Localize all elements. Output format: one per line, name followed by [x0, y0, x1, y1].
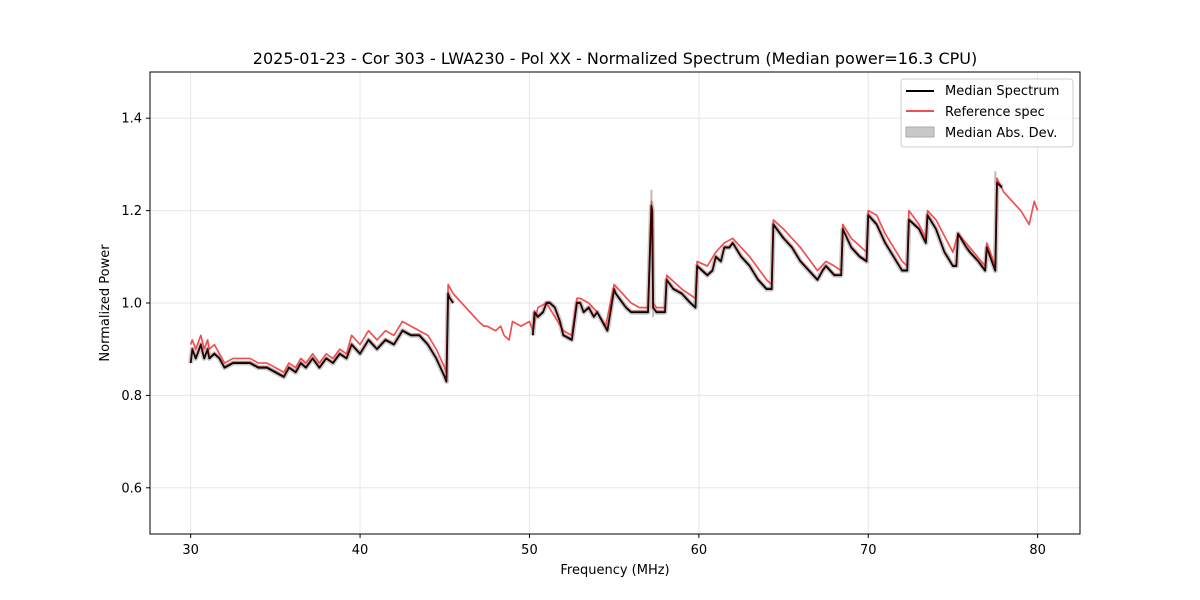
legend-median-label: Median Spectrum — [945, 84, 1059, 99]
x-tick-label: 70 — [860, 543, 877, 558]
x-axis-ticks: 30 40 50 60 70 80 — [182, 534, 1046, 558]
x-tick-label: 40 — [352, 543, 369, 558]
y-tick-label: 0.6 — [121, 481, 142, 496]
x-tick-label: 50 — [521, 543, 538, 558]
y-axis-label: Normalized Power — [98, 244, 113, 362]
legend-box — [900, 78, 1074, 148]
y-tick-label: 1.2 — [121, 204, 142, 219]
chart-title: 2025-01-23 - Cor 303 - LWA230 - Pol XX -… — [253, 49, 977, 68]
median-line — [189, 181, 1003, 383]
median-overlap-tint — [190, 181, 1003, 381]
legend: Median Spectrum Reference spec Median Ab… — [900, 78, 1074, 148]
legend-mad-label: Median Abs. Dev. — [945, 126, 1057, 141]
x-axis-label: Frequency (MHz) — [560, 563, 669, 578]
median-series — [189, 181, 1003, 383]
y-tick-label: 1.4 — [121, 112, 142, 127]
legend-reference-label: Reference spec — [945, 105, 1045, 120]
x-tick-label: 30 — [182, 543, 199, 558]
x-tick-label: 60 — [691, 543, 708, 558]
y-axis-ticks: 0.6 0.8 1.0 1.2 1.4 — [121, 112, 150, 496]
y-tick-label: 1.0 — [121, 297, 142, 312]
legend-mad-swatch — [905, 126, 935, 138]
x-tick-label: 80 — [1029, 543, 1046, 558]
y-tick-label: 0.8 — [121, 389, 142, 404]
